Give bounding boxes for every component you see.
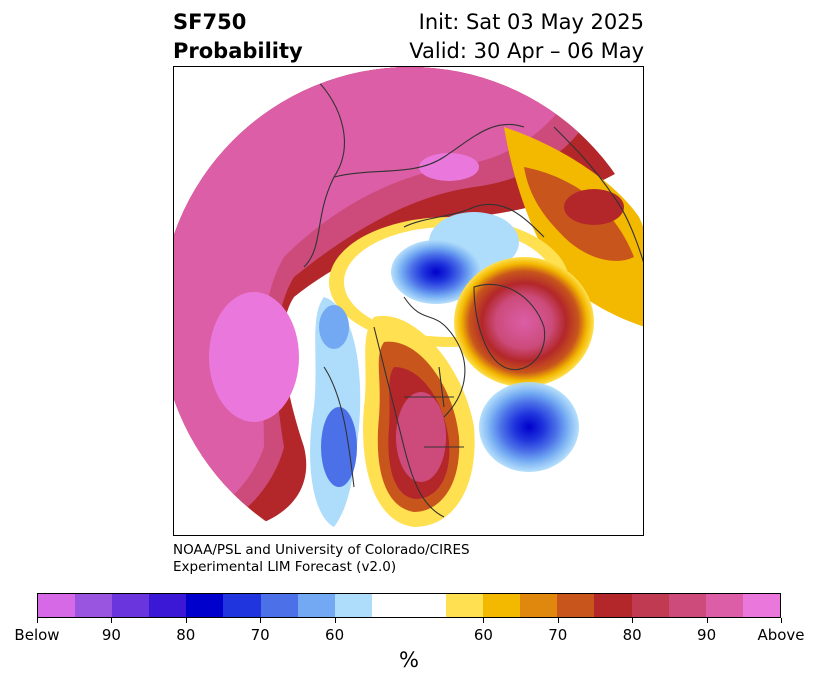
colorbar-tick-mark [260,618,262,623]
colorbar-swatch [631,594,669,617]
colorbar-tick-label: 80 [622,626,642,644]
colorbar-tick-label: Below [14,626,60,644]
probability-map [173,66,644,536]
colorbar-swatch [75,594,113,617]
colorbar-tick-label: 70 [548,626,568,644]
colorbar-tick-label: 90 [101,626,121,644]
colorbar-swatch [594,594,632,617]
chart-title: SF750 Probability [173,8,303,66]
colorbar-swatch [446,594,484,617]
colorbar-swatch [705,594,743,617]
colorbar-tick-mark [185,618,187,623]
colorbar-swatch [668,594,706,617]
probability-fill [174,67,643,535]
colorbar-tick-mark [706,618,708,623]
valid-range: Valid: 30 Apr – 06 May [409,39,644,63]
colorbar-swatch [112,594,150,617]
colorbar-swatch [371,594,409,617]
colorbar-swatch [334,594,372,617]
colorbar-tick-mark [557,618,559,623]
credit-line-2: Experimental LIM Forecast (v2.0) [173,559,397,575]
colorbar-tick-mark [37,618,38,623]
colorbar-tick-label: 70 [250,626,270,644]
colorbar-tick-mark [632,618,634,623]
colorbar-swatch [483,594,521,617]
colorbar-swatch [260,594,298,617]
colorbar-swatch [186,594,224,617]
colorbar-unit: % [399,648,419,672]
colorbar-tick-label: 60 [325,626,345,644]
colorbar-tick-mark [111,618,113,623]
colorbar-tick-mark [334,618,336,623]
colorbar-swatch [408,594,447,617]
colorbar-swatch [520,594,558,617]
title-type: Probability [173,39,303,63]
polar-map-svg [174,67,643,535]
coastlines [303,76,643,518]
colorbar-tick-label: 60 [473,626,493,644]
colorbar-swatch [223,594,261,617]
data-credit: NOAA/PSL and University of Colorado/CIRE… [173,542,470,576]
credit-line-1: NOAA/PSL and University of Colorado/CIRE… [173,542,470,558]
colorbar-tick-label: 80 [176,626,196,644]
init-date: Init: Sat 03 May 2025 [418,10,644,34]
colorbar-swatch [742,594,780,617]
title-variable: SF750 [173,10,247,34]
colorbar-swatch [297,594,335,617]
colorbar-swatch [38,594,76,617]
colorbar-swatch [149,594,187,617]
colorbar-tick-mark [483,618,485,623]
forecast-dates: Init: Sat 03 May 2025 Valid: 30 Apr – 06… [409,8,644,66]
colorbar [37,593,781,618]
colorbar-swatch [557,594,595,617]
colorbar-tick-label: 90 [697,626,717,644]
colorbar-tick-label: Above [757,626,805,644]
colorbar-tick-mark [781,618,782,623]
